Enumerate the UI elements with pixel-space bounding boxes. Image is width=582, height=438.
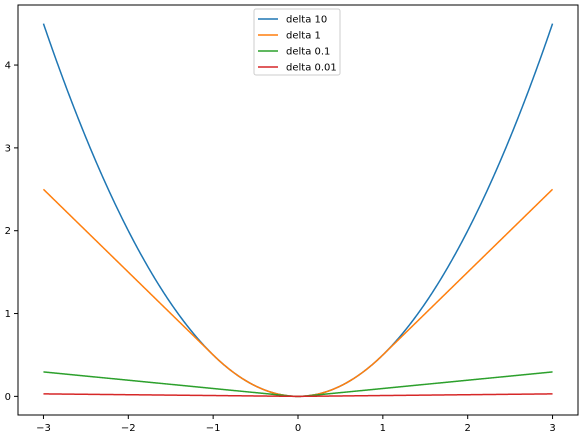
legend-label: delta 0.01	[286, 63, 337, 74]
series-line-3	[43, 393, 553, 398]
legend-label: delta 1	[286, 31, 321, 42]
legend-box	[253, 8, 341, 76]
x-tick-label: 0	[295, 423, 301, 434]
y-axis: 0 1 2 3 4	[5, 61, 18, 403]
x-axis: −3 −2 −1 0 1 2 3	[36, 415, 556, 434]
y-tick-label: 1	[5, 309, 11, 320]
x-tick-label: 2	[465, 423, 471, 434]
legend: delta 10 delta 1 delta 0.1 delta 0.01	[253, 8, 341, 76]
y-tick-label: 0	[5, 392, 11, 403]
y-tick-label: 3	[5, 143, 11, 154]
y-tick-label: 2	[5, 226, 11, 237]
legend-label: delta 10	[286, 15, 327, 26]
x-tick-label: −2	[121, 423, 136, 434]
series-lines	[42, 23, 554, 398]
x-tick-label: 3	[549, 423, 555, 434]
legend-label: delta 0.1	[286, 47, 330, 58]
x-tick-label: −3	[36, 423, 51, 434]
y-tick-label: 4	[5, 61, 11, 72]
x-tick-label: −1	[206, 423, 221, 434]
x-tick-label: 1	[380, 423, 386, 434]
